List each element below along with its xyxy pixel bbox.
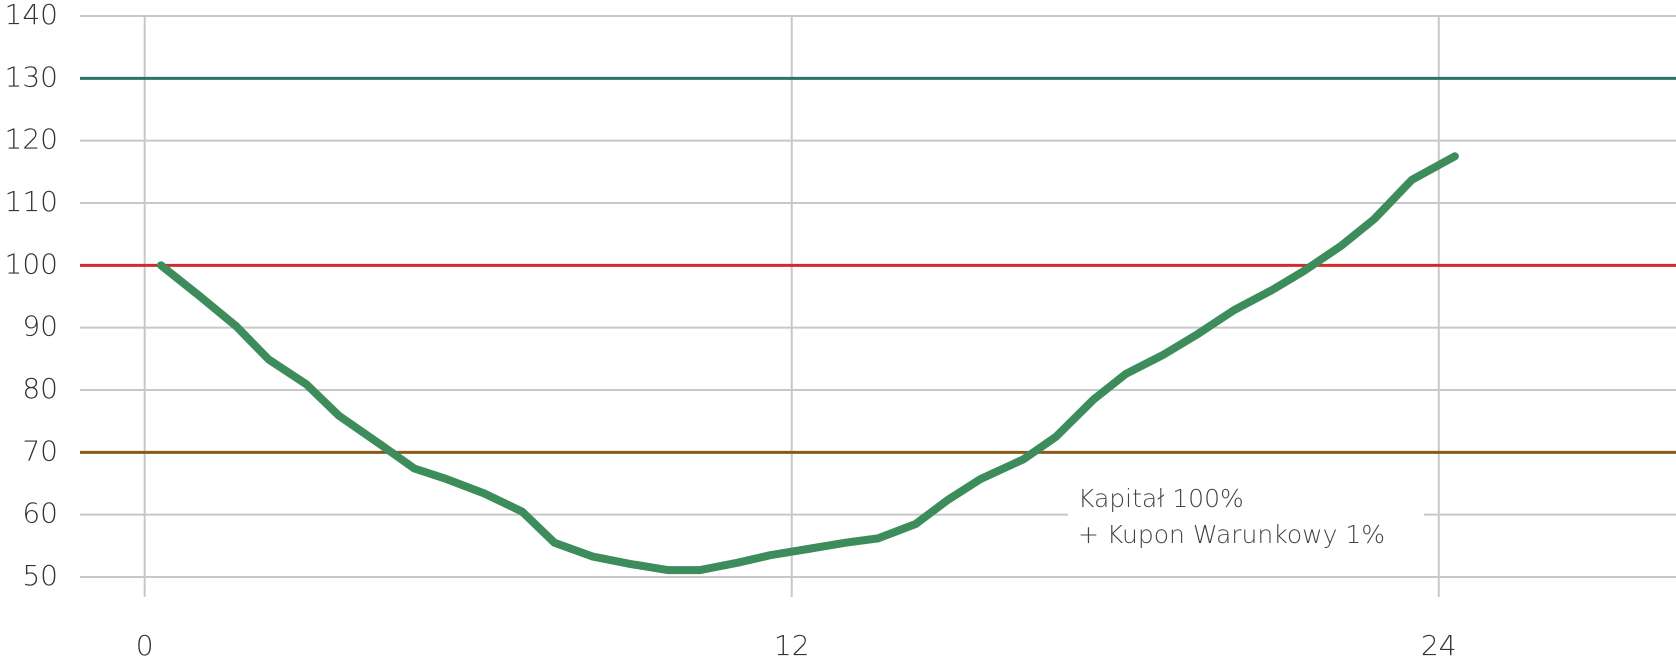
y-tick-label: 50 [22, 559, 58, 592]
y-tick-label: 70 [22, 434, 58, 467]
x-tick-label: 12 [774, 629, 810, 659]
x-tick-label: 0 [136, 629, 154, 659]
y-tick-label: 100 [5, 247, 58, 280]
annotation-text: + Kupon Warunkowy 1% [1078, 520, 1385, 549]
y-tick-label: 90 [22, 310, 58, 343]
y-tick-label: 140 [5, 0, 58, 31]
annotation-text: Kapitał 100% [1078, 484, 1244, 513]
y-tick-label: 60 [22, 497, 58, 530]
y-tick-label: 130 [5, 60, 58, 93]
data-line [156, 152, 1459, 575]
x-tick-label: 24 [1421, 629, 1457, 659]
y-tick-label: 120 [5, 123, 58, 156]
y-tick-label: 80 [22, 372, 58, 405]
annotation-background [1068, 478, 1424, 558]
y-tick-label: 110 [5, 185, 58, 218]
